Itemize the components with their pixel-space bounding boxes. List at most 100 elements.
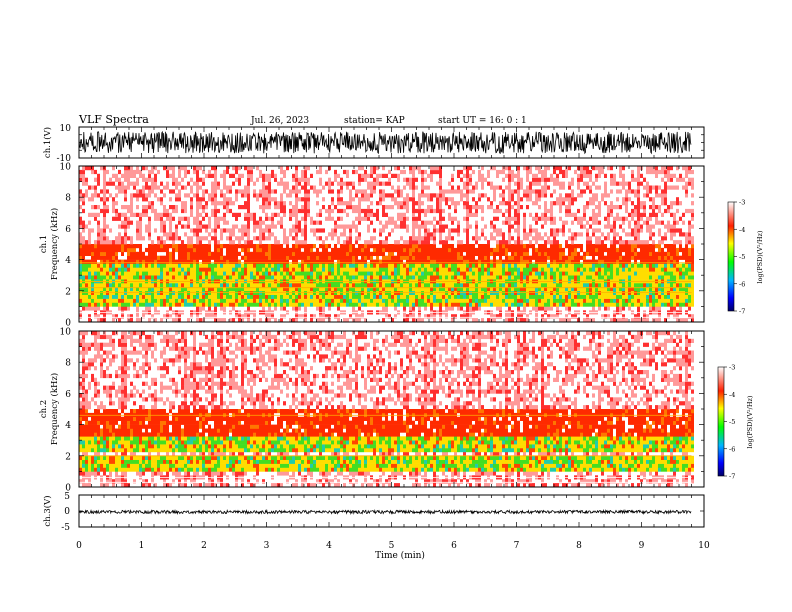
- spectrogram-cell: [217, 216, 220, 221]
- spectrogram-cell: [205, 228, 208, 233]
- spectrogram-cell: [250, 298, 253, 303]
- spectrogram-cell: [109, 290, 112, 295]
- spectrogram-cell: [292, 263, 295, 268]
- spectrogram-cell: [424, 302, 427, 307]
- spectrogram-cell: [361, 193, 364, 198]
- spectrogram-cell: [295, 290, 298, 295]
- spectrogram-cell: [211, 302, 214, 307]
- spectrogram-cell: [211, 201, 214, 206]
- spectrogram-cell: [538, 205, 541, 210]
- spectrogram-cell: [496, 247, 499, 253]
- spectrogram-cell: [235, 267, 238, 272]
- spectrogram-cell: [196, 259, 199, 264]
- spectrogram-cell: [103, 259, 106, 264]
- spectrogram-cell: [502, 201, 505, 206]
- spectrogram-cell: [505, 318, 508, 323]
- spectrogram-cell: [100, 236, 103, 241]
- spectrogram-cell: [568, 247, 571, 253]
- spectrogram-cell: [535, 251, 538, 256]
- spectrogram-cell: [508, 212, 511, 217]
- spectrogram-cell: [580, 169, 583, 175]
- spectrogram-cell: [304, 236, 307, 241]
- spectrogram-cell: [94, 302, 97, 307]
- spectrogram-cell: [193, 244, 196, 249]
- spectrogram-cell: [574, 255, 577, 260]
- spectrogram-cell: [544, 208, 547, 214]
- spectrogram-cell: [592, 259, 595, 264]
- spectrogram-cell: [556, 259, 559, 264]
- spectrogram-cell: [208, 173, 211, 178]
- spectrogram-cell: [475, 205, 478, 210]
- spectrogram-cell: [145, 247, 148, 253]
- spectrogram-cell: [232, 228, 235, 233]
- spectrogram-cell: [82, 267, 85, 272]
- spectrogram-cell: [118, 259, 121, 264]
- spectrogram-cell: [352, 318, 355, 323]
- spectrogram-cell: [307, 205, 310, 210]
- spectrogram-cell: [199, 247, 202, 253]
- spectrogram-cell: [235, 247, 238, 253]
- spectrogram-cell: [259, 240, 262, 245]
- spectrogram-cell: [289, 263, 292, 268]
- spectrogram-cell: [409, 240, 412, 245]
- spectrogram-cell: [142, 236, 145, 241]
- spectrogram-cell: [136, 244, 139, 249]
- spectrogram-cell: [403, 212, 406, 217]
- spectrogram-cell: [385, 302, 388, 307]
- spectrogram-cell: [424, 232, 427, 237]
- spectrogram-cell: [394, 166, 397, 171]
- spectrogram-cell: [541, 302, 544, 307]
- spectrogram-cell: [529, 283, 532, 288]
- spectrogram-cell: [508, 244, 511, 249]
- spectrogram-cell: [85, 240, 88, 245]
- spectrogram-cell: [439, 255, 442, 260]
- spectrogram-cell: [541, 173, 544, 178]
- spectrogram-cell: [148, 286, 151, 292]
- spectrogram-cell: [394, 294, 397, 299]
- spectrogram-cell: [430, 208, 433, 214]
- spectrogram-cell: [289, 189, 292, 194]
- spectrogram-cell: [220, 244, 223, 249]
- spectrogram-cell: [85, 244, 88, 249]
- spectrogram-cell: [409, 275, 412, 280]
- spectrogram-cell: [559, 294, 562, 299]
- spectrogram-cell: [346, 236, 349, 241]
- spectrogram-cell: [589, 240, 592, 245]
- spectrogram-cell: [232, 224, 235, 229]
- spectrogram-cell: [232, 298, 235, 303]
- spectrogram-cell: [268, 177, 271, 182]
- spectrogram-cell: [454, 228, 457, 233]
- spectrogram-cell: [103, 251, 106, 256]
- spectrogram-cell: [520, 259, 523, 264]
- spectrogram-cell: [232, 286, 235, 292]
- spectrogram-cell: [556, 267, 559, 272]
- spectrogram-cell: [217, 263, 220, 268]
- spectrogram-cell: [493, 189, 496, 194]
- spectrogram-cell: [451, 314, 454, 319]
- spectrogram-cell: [277, 267, 280, 272]
- spectrogram-cell: [394, 275, 397, 280]
- spectrogram-cell: [256, 236, 259, 241]
- spectrogram-cell: [178, 271, 181, 276]
- spectrogram-cell: [568, 201, 571, 206]
- spectrogram-cell: [592, 166, 595, 171]
- spectrogram-cell: [457, 263, 460, 268]
- spectrogram-cell: [439, 275, 442, 280]
- spectrogram-cell: [487, 169, 490, 175]
- spectrogram-cell: [421, 177, 424, 182]
- spectrogram-cell: [196, 189, 199, 194]
- spectrogram-cell: [550, 177, 553, 182]
- spectrogram-cell: [328, 212, 331, 217]
- spectrogram-cell: [142, 177, 145, 182]
- spectrogram-cell: [262, 228, 265, 233]
- spectrogram-cell: [313, 267, 316, 272]
- spectrogram-cell: [544, 177, 547, 182]
- spectrogram-cell: [163, 263, 166, 268]
- spectrogram-cell: [160, 197, 163, 202]
- spectrogram-cell: [397, 244, 400, 249]
- spectrogram-cell: [391, 247, 394, 253]
- spectrogram-cell: [400, 286, 403, 292]
- spectrogram-cell: [562, 251, 565, 256]
- spectrogram-cell: [592, 193, 595, 198]
- spectrogram-cell: [595, 193, 598, 198]
